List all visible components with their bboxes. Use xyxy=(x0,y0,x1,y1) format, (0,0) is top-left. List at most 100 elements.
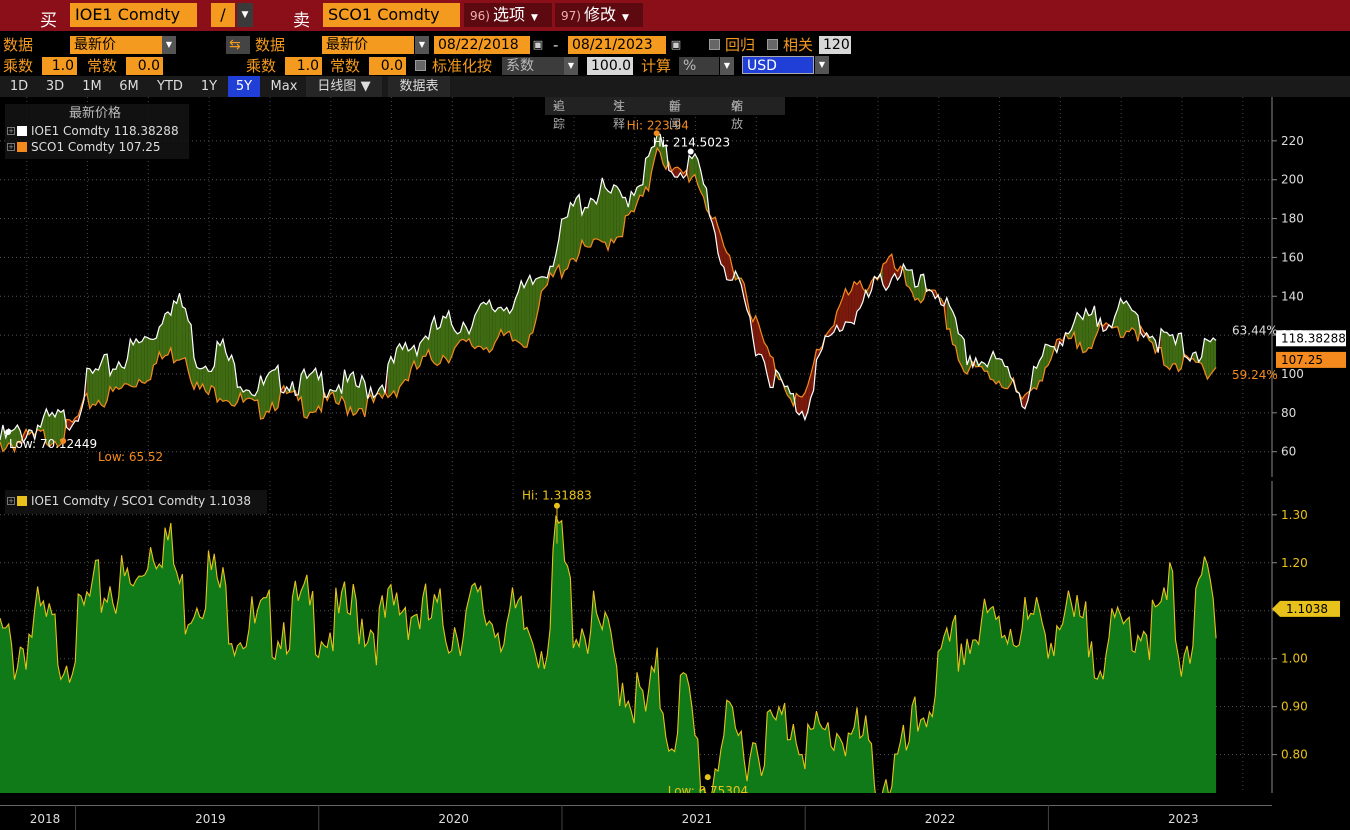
tab-ytd[interactable]: YTD xyxy=(157,79,183,94)
spread-fill-segment xyxy=(625,197,629,216)
spread-fill-segment xyxy=(605,187,609,251)
spread-fill-segment xyxy=(101,354,105,407)
tab-1y[interactable]: 1Y xyxy=(200,79,218,94)
data-field-select[interactable]: 最新价 xyxy=(70,36,162,54)
options-menu-button[interactable]: 96) 选项 ▼ xyxy=(464,3,552,27)
tab-max[interactable]: Max xyxy=(270,79,298,94)
news-label: 新闻 xyxy=(669,99,682,131)
spread-fill-segment xyxy=(981,361,985,372)
legend-series-last: 107.25 xyxy=(118,140,161,154)
chevron-down-icon[interactable]: ▼ xyxy=(415,36,429,54)
tab-1m[interactable]: 1M xyxy=(82,79,102,94)
y-tick-label: 140 xyxy=(1281,289,1304,303)
spread-fill-segment xyxy=(755,315,759,356)
chart-toolbar: ⌖ 追踪 ✎ 注释 ▤ 新闻 ⚲ 缩放 xyxy=(545,97,785,131)
spread-fill-segment xyxy=(1213,338,1217,372)
data-table-button[interactable]: 数据表 xyxy=(388,76,450,97)
mult2-input[interactable]: 1.0 xyxy=(285,57,322,75)
edit-label: 修改 xyxy=(583,5,616,24)
operator-field[interactable]: / xyxy=(211,3,235,27)
tab-3d[interactable]: 3D xyxy=(45,79,65,94)
spread-fill-segment xyxy=(266,372,270,413)
legend-item-ioe1[interactable]: + IOE1 Comdty 118.38288 xyxy=(5,124,179,139)
chevron-down-icon[interactable]: ▼ xyxy=(815,56,829,74)
legend-series-last: 118.38288 xyxy=(113,124,179,138)
spread-fill-segment xyxy=(57,409,61,447)
spread-fill-segment xyxy=(170,300,174,363)
calendar-icon[interactable]: ▣ xyxy=(532,38,544,51)
y-tick-label: 200 xyxy=(1281,173,1304,187)
spread-fill-segment xyxy=(179,293,183,361)
spread-fill-segment xyxy=(1169,334,1173,370)
legend-swatch xyxy=(17,496,27,506)
x-tick-label: 2019 xyxy=(195,812,226,826)
spread-fill-segment xyxy=(987,358,991,380)
normalize-select[interactable]: 系数 xyxy=(502,57,564,75)
chevron-down-icon[interactable]: ▼ xyxy=(564,57,578,75)
chevron-down-icon[interactable]: ▼ xyxy=(720,57,734,75)
normalize-base-input[interactable]: 100.0 xyxy=(587,57,633,75)
spread-fill-segment xyxy=(112,368,116,392)
spread-fill-segment xyxy=(141,336,145,384)
edit-menu-button[interactable]: 97) 修改 ▼ xyxy=(555,3,643,27)
spread-fill-segment xyxy=(558,219,562,278)
const2-input[interactable]: 0.0 xyxy=(369,57,406,75)
spread-fill-segment xyxy=(257,375,261,420)
spread-fill-segment xyxy=(590,198,594,248)
calendar-icon[interactable]: ▣ xyxy=(670,38,682,51)
price-chart: 6080100120140160180200220 118.38288107.2… xyxy=(0,97,1350,477)
expand-icon: + xyxy=(7,497,15,505)
operator-dropdown-icon[interactable]: ▼ xyxy=(237,3,253,27)
spread-fill-segment xyxy=(272,369,276,411)
spread-fill-segment xyxy=(683,170,687,179)
spread-fill-segment xyxy=(524,281,527,348)
tab-6m[interactable]: 6M xyxy=(119,79,139,94)
spread-fill-segment xyxy=(885,256,889,291)
sell-ticker-field[interactable]: SCO1 Comdty xyxy=(323,3,460,27)
spread-fill-segment xyxy=(1039,356,1043,381)
tab-5y[interactable]: 5Y xyxy=(228,76,260,97)
title-bar: 买 IOE1 Comdty / ▼ 卖 SCO1 Comdty 96) 选项 ▼ 9… xyxy=(0,0,1350,31)
spread-fill-segment xyxy=(121,366,125,388)
spread-fill-segment xyxy=(804,384,808,420)
spread-fill-segment xyxy=(46,408,50,447)
legend-item-ratio[interactable]: + IOE1 Comdty / SCO1 Comdty 1.1038 xyxy=(5,494,251,509)
spread-fill-segment xyxy=(1192,352,1196,363)
y-tick-label: 220 xyxy=(1281,134,1304,148)
data-label: 数据 xyxy=(3,36,34,54)
magnifier-icon: ⚲ xyxy=(731,99,740,113)
swap-icon[interactable]: ⇆ xyxy=(226,36,250,54)
spread-fill-segment xyxy=(1166,332,1170,370)
spread-fill-segment xyxy=(350,371,354,416)
calc-select[interactable]: % xyxy=(679,57,719,75)
spread-fill-segment xyxy=(579,194,582,254)
spread-fill-segment xyxy=(43,408,47,444)
buy-ticker-field[interactable]: IOE1 Comdty xyxy=(70,3,197,27)
spread-fill-segment xyxy=(518,280,522,345)
chevron-down-icon[interactable]: ▼ xyxy=(162,36,176,54)
start-date-input[interactable]: 08/22/2018 xyxy=(434,36,530,54)
const-input[interactable]: 0.0 xyxy=(126,57,163,75)
spread-fill-segment xyxy=(570,202,574,260)
spread-fill-segment xyxy=(616,186,620,238)
regress-checkbox[interactable] xyxy=(709,39,720,50)
spread-fill-segment xyxy=(315,368,319,412)
spread-fill-segment xyxy=(587,198,591,248)
chart-type-dropdown[interactable]: 日线图 ▼ xyxy=(306,76,382,97)
end-date-input[interactable]: 08/21/2023 xyxy=(568,36,666,54)
data2-field-select[interactable]: 最新价 xyxy=(322,36,414,54)
spread-fill-segment xyxy=(799,396,803,415)
chart-type-label: 日线图 xyxy=(317,79,357,94)
tab-1d[interactable]: 1D xyxy=(9,79,29,94)
spread-fill-segment xyxy=(312,368,316,413)
mult-input[interactable]: 1.0 xyxy=(42,57,77,75)
corr-period-input[interactable]: 120 xyxy=(819,36,851,54)
spread-fill-segment xyxy=(645,156,649,192)
hi-label-ratio: Hi: 1.31883 xyxy=(522,489,592,503)
spread-fill-segment xyxy=(127,339,131,386)
legend-item-sco1[interactable]: + SCO1 Comdty 107.25 xyxy=(5,140,161,155)
currency-select[interactable]: USD xyxy=(742,56,814,74)
corr-checkbox[interactable] xyxy=(767,39,778,50)
spread-fill-segment xyxy=(1114,309,1118,328)
normalize-checkbox[interactable] xyxy=(415,60,426,71)
